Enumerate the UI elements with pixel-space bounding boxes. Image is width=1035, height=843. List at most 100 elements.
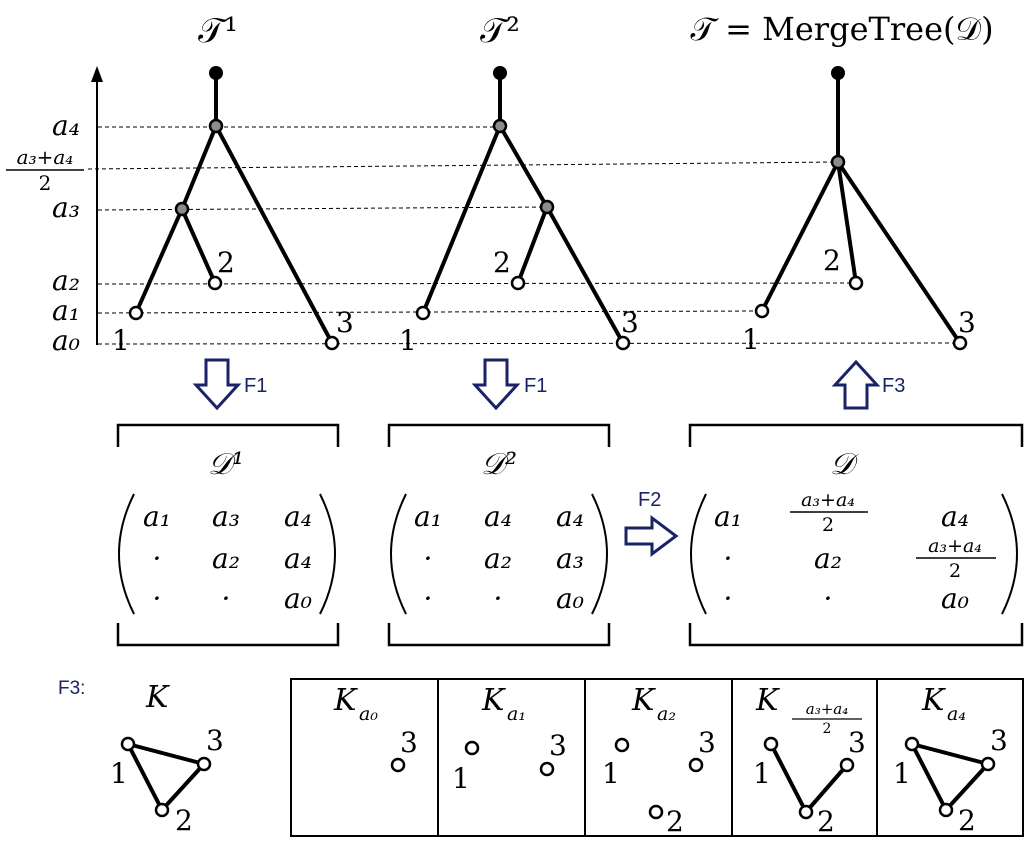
tree-2-leaf-3 — [615, 335, 631, 351]
complex-k-a1-vertex-3 — [539, 761, 555, 777]
complex-k-label-2: 2 — [175, 804, 193, 837]
guide-a2 — [97, 282, 857, 285]
matrix-d-cell-fraction-den: 2 — [822, 514, 834, 536]
axis-label-mid-numerator: a₃+a₄ — [17, 145, 74, 169]
complex-k: K 1 3 2 — [110, 680, 224, 837]
f1-arrow-right — [471, 358, 521, 411]
complex-k-mid-title: K — [755, 683, 780, 718]
f2-label: F2 — [638, 489, 661, 511]
tree-merge-label-2: 2 — [823, 244, 841, 277]
complex-k-mid-vertex-2 — [798, 804, 814, 820]
tree-1-leaf-3 — [324, 335, 340, 351]
tree-1-leaf-2 — [207, 275, 223, 291]
guide-a0 — [97, 342, 961, 345]
tree-2-leaf-2 — [510, 275, 526, 291]
complex-k-a0-title: K — [333, 683, 358, 718]
matrix-d1-cell: a₄ — [284, 500, 312, 533]
matrix-d2-cell: · — [424, 542, 433, 575]
matrix-d2-cell: a₀ — [556, 582, 584, 615]
complex-k-a0: K a₀ 3 — [333, 683, 418, 773]
matrix-d1-cell: a₀ — [284, 582, 312, 615]
sublevel-complexes-box — [290, 678, 1024, 837]
complex-k-label-3: 3 — [206, 724, 224, 757]
complex-k-vertex-2 — [154, 802, 170, 818]
complex-k-a4-vertex-1 — [904, 736, 920, 752]
complex-k-mid-label-1: 1 — [753, 757, 771, 790]
matrix-d2-title: 𝒟² — [481, 447, 517, 482]
axis-arrowhead — [91, 66, 103, 82]
matrix-d1-cell: · — [222, 582, 231, 615]
complex-k-a2-label-3: 3 — [698, 726, 716, 759]
f3-section-label: F3: — [58, 678, 85, 699]
complex-k-mid: K a₃+a₄ 2 1 3 2 — [753, 683, 866, 838]
complex-k-a2-label-2: 2 — [666, 805, 684, 838]
tree-merge-root — [831, 66, 845, 80]
f2-arrow-right — [624, 515, 679, 557]
complex-k-a1-label-3: 3 — [549, 729, 567, 762]
complex-k-mid-vertex-1 — [763, 736, 779, 752]
axis-label-a4: a₄ — [52, 109, 80, 142]
matrix-d1: 𝒟¹ a₁ a₃ a₄ · a₂ a₄ · · a₀ — [116, 423, 340, 647]
matrix-d-cell: a₀ — [941, 582, 969, 615]
tree-1-label-1: 1 — [112, 324, 130, 357]
matrix-d1-cell: · — [153, 582, 162, 615]
tree-merge-node-mid — [830, 154, 846, 170]
tree-2-node-a4 — [492, 118, 508, 134]
tree-1-label-2: 2 — [217, 246, 235, 279]
tree-merge-label-3: 3 — [958, 306, 976, 339]
complex-k-vertex-3 — [196, 756, 212, 772]
axis-label-mid-denominator: 2 — [39, 171, 52, 195]
tree-merge-leaf-2 — [848, 275, 864, 291]
tree-merge: 1 2 3 — [742, 66, 976, 356]
matrix-d-cell: · — [724, 582, 733, 615]
matrix-d1-cell: a₂ — [212, 542, 240, 575]
tree-1-node-a3 — [174, 201, 190, 217]
matrix-d2-cell: a₄ — [484, 500, 512, 533]
matrix-d2-cell: a₄ — [556, 500, 584, 533]
tree-1-leaf-1 — [128, 305, 144, 321]
tree-merge-label-1: 1 — [742, 323, 760, 356]
merge-tree-title: 𝒯 = MergeTree(𝒟) — [690, 10, 993, 48]
complex-k-mid-subscript-num: a₃+a₄ — [806, 700, 848, 718]
complex-k-a2: K a₂ 1 3 2 — [602, 683, 716, 838]
matrix-d1-cell: a₃ — [212, 500, 240, 533]
complex-k-label-1: 1 — [110, 757, 128, 790]
complex-k-a1-title: K — [481, 683, 506, 718]
tree-2: 1 2 3 — [399, 66, 639, 357]
guide-a3 — [97, 206, 548, 211]
complex-k-a1-label-1: 1 — [452, 762, 470, 795]
complex-k-a4-label-3: 3 — [990, 724, 1008, 757]
complex-k-a1-vertex-1 — [464, 740, 480, 756]
complex-k-a0-vertex-3 — [390, 757, 406, 773]
f3-label: F3 — [882, 375, 905, 397]
complex-k-a1-subscript: a₁ — [507, 703, 526, 725]
tree-2-node-a3 — [539, 199, 555, 215]
complex-k-mid-label-2: 2 — [817, 805, 835, 838]
complex-k-a0-label-3: 3 — [400, 726, 418, 759]
matrix-d-cell-fraction-den: 2 — [949, 560, 961, 582]
tree-1-label-3: 3 — [336, 306, 354, 339]
complex-k-a4: K a₄ 1 3 2 — [893, 683, 1008, 837]
complex-k-a4-subscript: a₄ — [947, 703, 966, 725]
matrix-d2-cell: a₁ — [414, 500, 442, 533]
guide-mid — [87, 161, 839, 170]
matrix-d-cell: · — [824, 582, 833, 615]
matrix-d-cell: a₄ — [941, 500, 969, 533]
tree-merge-leaf-1 — [754, 303, 770, 319]
matrix-d2-cell: · — [424, 582, 433, 615]
matrix-d1-title: 𝒟¹ — [208, 447, 244, 482]
tree-2-leaf-1 — [415, 305, 431, 321]
axis-label-a0: a₀ — [52, 324, 80, 357]
matrix-d-cell: · — [724, 542, 733, 575]
complex-k-mid-subscript-den: 2 — [823, 721, 832, 737]
complex-k-title: K — [145, 680, 170, 715]
matrix-d1-cell: a₄ — [284, 542, 312, 575]
complex-k-a2-subscript: a₂ — [657, 703, 676, 725]
tree-2-label-3: 3 — [621, 306, 639, 339]
tree-2-root — [493, 66, 507, 80]
complex-k-a2-label-1: 1 — [602, 757, 620, 790]
f3-arrow-up — [831, 359, 881, 410]
complex-k-vertex-1 — [120, 736, 136, 752]
matrix-d-cell: a₂ — [814, 542, 842, 575]
